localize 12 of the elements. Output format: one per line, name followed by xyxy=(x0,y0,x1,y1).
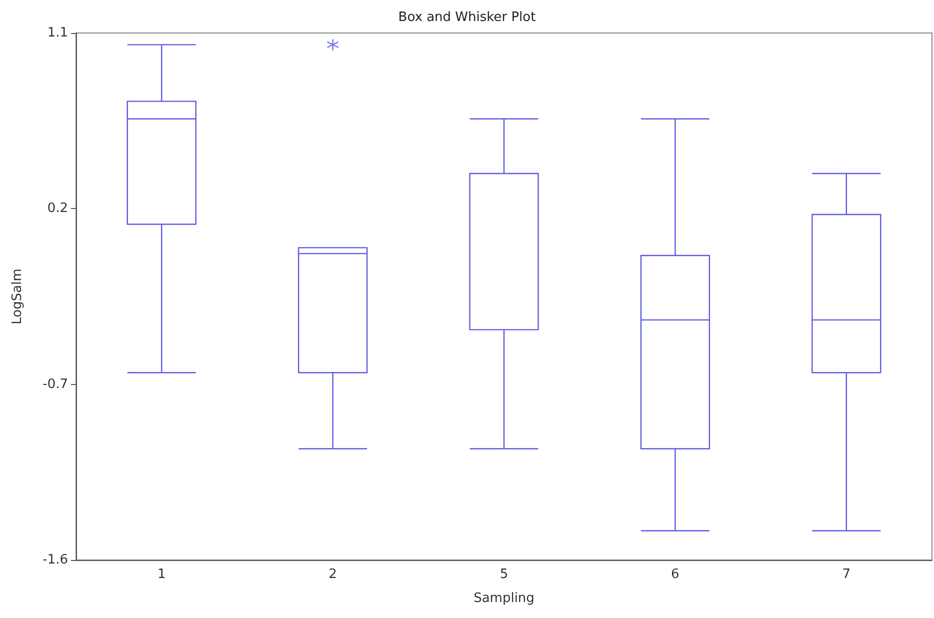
chart-title: Box and Whisker Plot xyxy=(398,10,536,25)
y-tick-label: 0.2 xyxy=(47,201,68,216)
y-tick-label: -1.6 xyxy=(42,552,68,568)
x-tick-label: 2 xyxy=(328,567,337,582)
y-tick-label: -0.7 xyxy=(42,376,68,392)
x-tick-label: 6 xyxy=(671,567,680,582)
x-tick-label: 1 xyxy=(157,567,166,582)
y-axis-title: LogSalm xyxy=(10,268,25,324)
x-axis-title: Sampling xyxy=(474,591,534,606)
x-tick-label: 5 xyxy=(500,567,508,582)
x-tick-label: 7 xyxy=(842,567,851,582)
y-tick-label: 1.1 xyxy=(47,26,68,40)
